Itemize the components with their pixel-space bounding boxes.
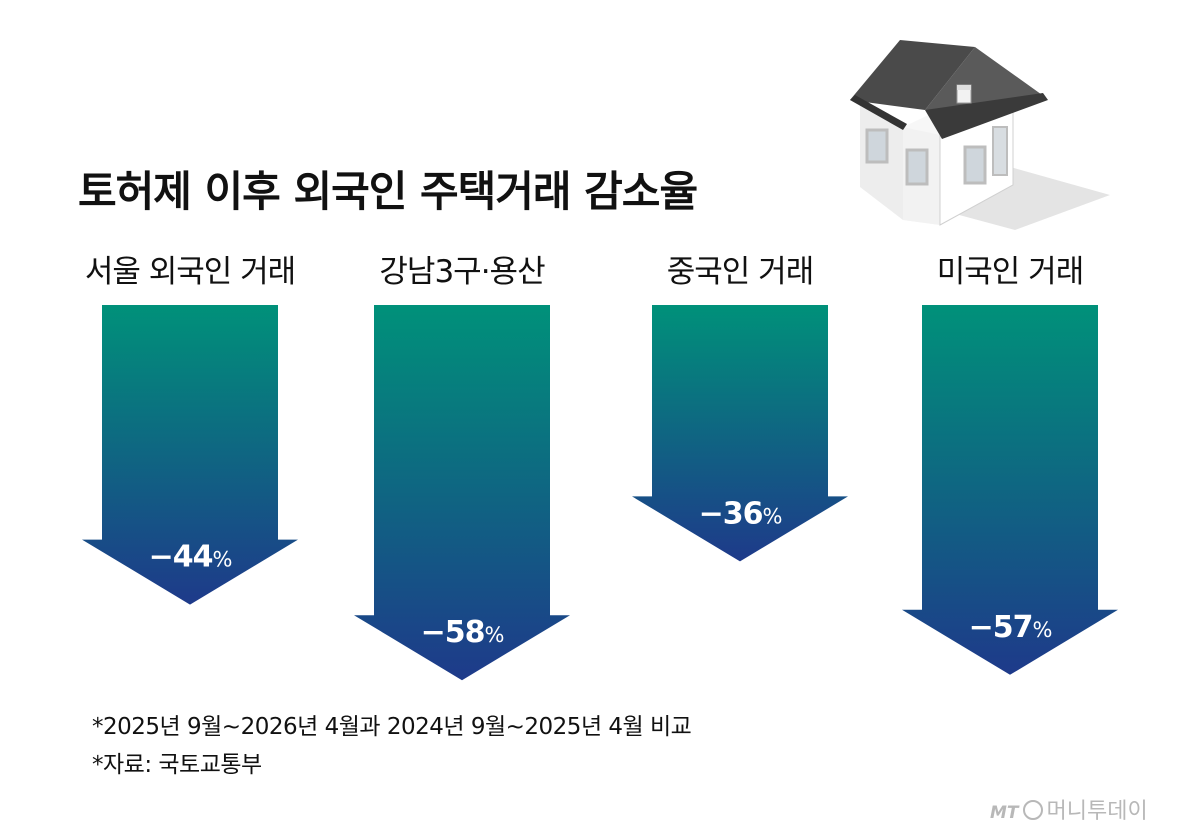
brand-mt-mark: MT	[990, 803, 1019, 823]
value-unit: %	[762, 504, 781, 528]
chart-title: 토허제 이후 외국인 주택거래 감소율	[78, 167, 698, 216]
brand-logo: MT 머니투데이	[990, 793, 1148, 825]
bar-arrow	[632, 305, 848, 562]
bar-arrow	[82, 305, 298, 605]
category-label: 강남3구·용산	[379, 254, 545, 290]
category-label: 서울 외국인 거래	[85, 254, 295, 290]
footnote-period: *2025년 9월~2026년 4월과 2024년 9월~2025년 4월 비교	[92, 714, 692, 740]
value-unit: %	[212, 548, 231, 572]
value-label: −57%	[969, 610, 1052, 645]
category-label: 중국인 거래	[667, 254, 813, 290]
value-unit: %	[1032, 618, 1051, 642]
value-unit: %	[484, 623, 503, 647]
footnotes: *2025년 9월~2026년 4월과 2024년 9월~2025년 4월 비교…	[92, 708, 692, 784]
value-label: −58%	[421, 615, 504, 650]
brand-name: 머니투데이	[1046, 799, 1148, 824]
house-icon	[850, 40, 1110, 230]
logo-circle-icon	[1022, 800, 1043, 820]
bar-arrow	[354, 305, 570, 681]
footnote-source: *자료: 국토교통부	[92, 752, 262, 778]
bar-arrow	[902, 305, 1118, 675]
category-label: 미국인 거래	[937, 254, 1083, 290]
